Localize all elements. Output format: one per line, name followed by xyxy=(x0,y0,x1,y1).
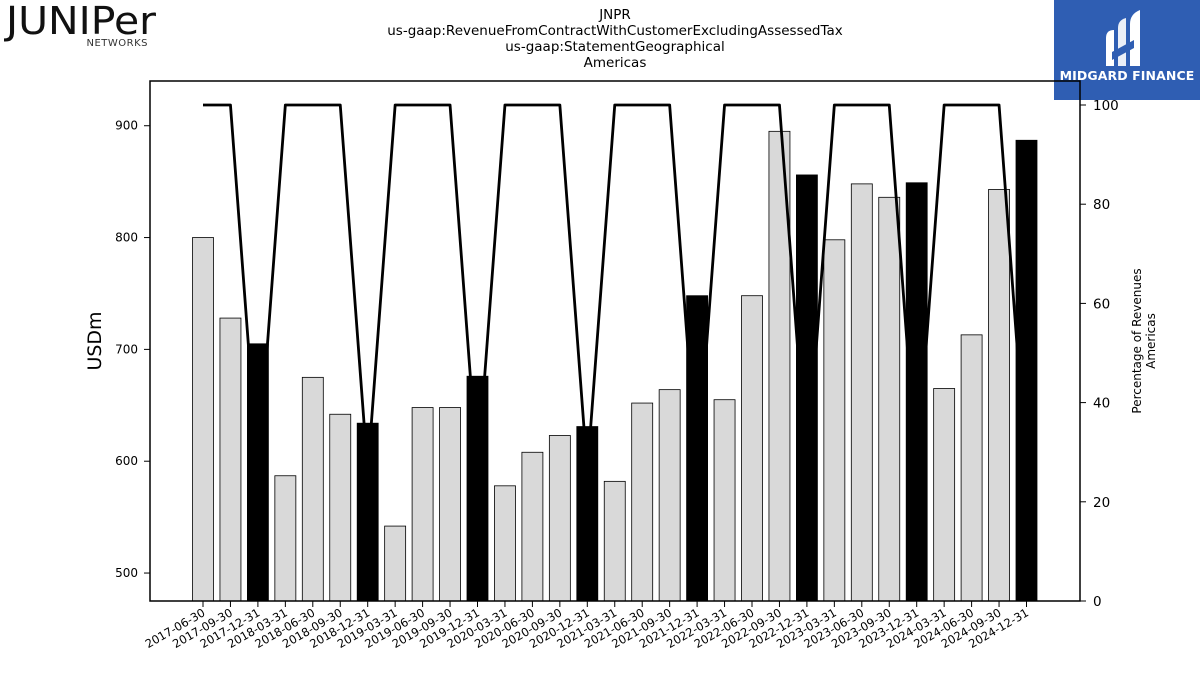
bar-2019-03-31 xyxy=(384,525,407,602)
bar-2021-09-30 xyxy=(658,389,681,602)
bar-2020-06-30 xyxy=(521,451,544,602)
y2-tick-label-20: 20 xyxy=(1093,495,1110,511)
x-axis: 2017-06-302017-09-302017-12-312018-03-31… xyxy=(143,601,1031,651)
bar-2020-09-30 xyxy=(548,435,571,602)
bar-2024-09-30 xyxy=(988,189,1010,602)
bar-2022-03-31 xyxy=(713,399,736,602)
juniper-networks-logo: JUNIPer NETWORKS xyxy=(4,2,156,49)
bar-2020-12-31 xyxy=(576,426,599,602)
y2-tick-label-40: 40 xyxy=(1093,396,1110,412)
y2-tick-label-80: 80 xyxy=(1093,197,1110,213)
midgard-mark-icon xyxy=(1106,10,1140,66)
chart-title-concept: us-gaap:RevenueFromContractWithCustomerE… xyxy=(387,23,843,39)
bar-2021-03-31 xyxy=(603,480,626,602)
bar-2023-09-30 xyxy=(878,196,901,602)
bar-2021-06-30 xyxy=(631,402,654,602)
bar-2019-06-30 xyxy=(411,407,434,602)
percentage-line xyxy=(203,103,1028,474)
bar-2022-06-30 xyxy=(741,295,763,602)
right-y-axis: 0 20 40 60 80 100 xyxy=(1080,98,1119,610)
y2-axis-label-line2: Americas xyxy=(1144,313,1158,369)
y-tick-label-600: 600 xyxy=(115,454,138,468)
bar-series xyxy=(192,130,1038,602)
bar-2017-09-30 xyxy=(219,317,242,602)
juniper-logo-wordmark: JUNIPer xyxy=(4,2,156,43)
chart-title-block: JNPR us-gaap:RevenueFromContractWithCust… xyxy=(300,7,930,71)
chart-title-axis: us-gaap:StatementGeographical xyxy=(505,39,725,55)
percentage-line-series xyxy=(203,103,1028,474)
y2-tick-label-60: 60 xyxy=(1093,296,1110,312)
y-tick-label-700: 700 xyxy=(115,342,138,356)
left-y-axis: 500 600 700 800 900 xyxy=(115,119,150,580)
chart-title-member: Americas xyxy=(583,55,647,71)
chart-title-ticker: JNPR xyxy=(599,7,631,23)
bar-2018-09-30 xyxy=(329,413,352,602)
bar-2023-03-31 xyxy=(823,239,846,602)
y-tick-label-800: 800 xyxy=(115,231,138,245)
y-tick-label-900: 900 xyxy=(115,119,138,133)
bar-2020-03-31 xyxy=(494,485,516,602)
bar-2018-06-30 xyxy=(301,376,324,602)
bar-2018-12-31 xyxy=(356,422,379,602)
y2-tick-label-0: 0 xyxy=(1093,594,1102,610)
bar-2017-06-30 xyxy=(192,237,214,602)
y2-tick-label-100: 100 xyxy=(1093,98,1119,114)
bar-2018-03-31 xyxy=(274,475,297,602)
bar-2019-12-31 xyxy=(466,375,489,602)
bar-2021-12-31 xyxy=(686,295,708,602)
bar-2024-06-30 xyxy=(960,334,983,602)
bar-2024-03-31 xyxy=(933,388,956,602)
y2-axis-label-line1: Percentage of Revenues xyxy=(1130,268,1144,413)
midgard-finance-text: MIDGARD FINANCE xyxy=(1059,68,1195,83)
y-axis-label: USDm xyxy=(84,311,106,370)
midgard-finance-logo: MIDGARD FINANCE xyxy=(1054,0,1200,100)
y-tick-label-500: 500 xyxy=(115,566,138,580)
bar-2019-09-30 xyxy=(439,407,461,602)
juniper-logo-subtitle: NETWORKS xyxy=(86,38,148,49)
bar-2023-06-30 xyxy=(850,183,873,602)
